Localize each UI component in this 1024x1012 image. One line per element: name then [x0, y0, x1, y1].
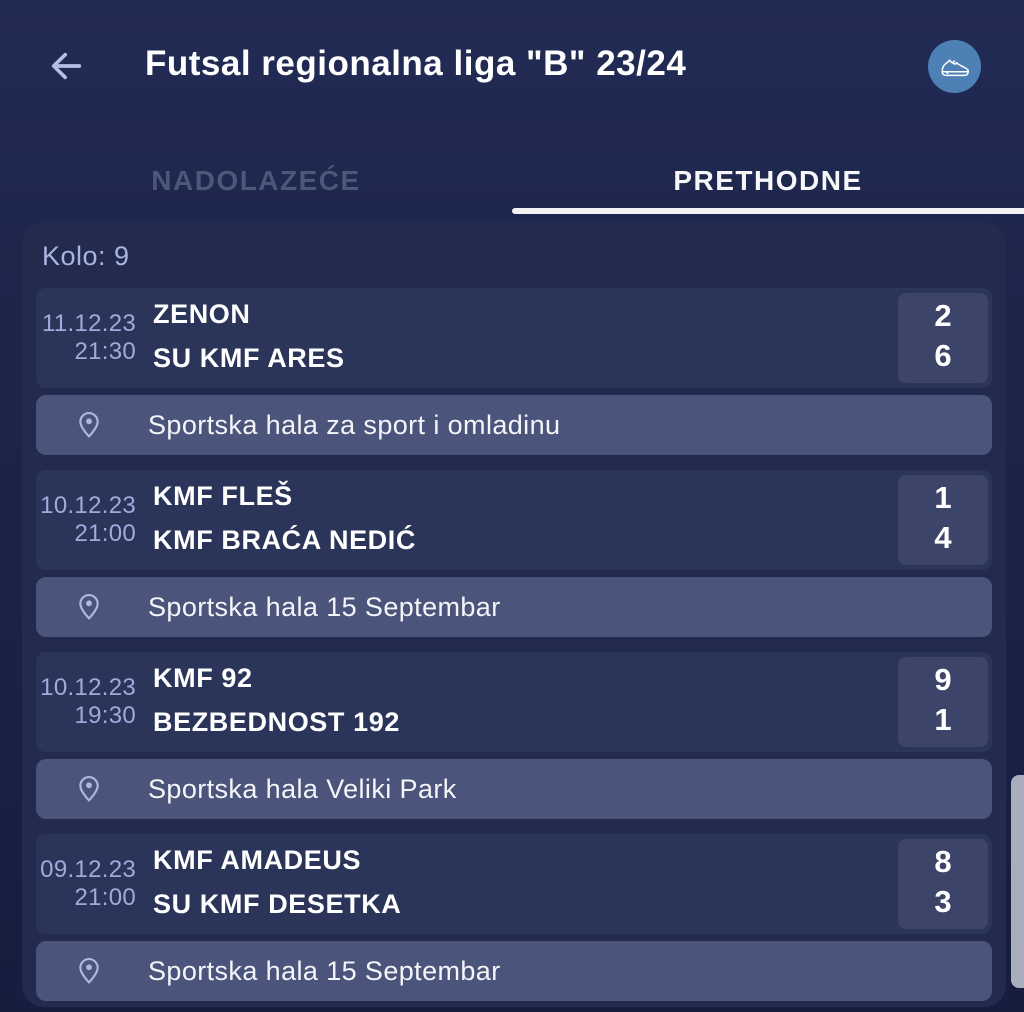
match-teams: ZENON SU KMF ARES [153, 288, 898, 388]
venue-row[interactable]: Sportska hala 15 Septembar [36, 941, 992, 1001]
sneaker-icon [939, 54, 971, 80]
location-pin-icon [76, 409, 102, 441]
home-team-name: KMF FLEŠ [153, 481, 293, 511]
match-time: 21:00 [74, 520, 136, 547]
tab-label: PRETHODNE [673, 165, 863, 196]
score-box: 9 1 [898, 657, 988, 747]
home-team-name: KMF 92 [153, 663, 253, 693]
venue-row[interactable]: Sportska hala 15 Septembar [36, 577, 992, 637]
score-box: 1 4 [898, 475, 988, 565]
location-pin-icon [76, 773, 102, 805]
match-group: 09.12.23 21:00 KMF AMADEUS SU KMF DESETK… [36, 834, 992, 1001]
match-time: 21:00 [74, 884, 136, 911]
home-score: 2 [934, 298, 952, 333]
arrow-left-icon [43, 46, 89, 86]
scrollbar-thumb[interactable] [1011, 775, 1024, 988]
match-date: 10.12.23 [40, 492, 136, 519]
active-tab-indicator [512, 208, 1024, 214]
venue-row[interactable]: Sportska hala za sport i omladinu [36, 395, 992, 455]
tab-label: NADOLAZEĆE [151, 165, 361, 196]
location-pin-icon [76, 955, 102, 987]
score-box: 8 3 [898, 839, 988, 929]
league-shoe-button[interactable] [928, 40, 981, 93]
match-date: 09.12.23 [40, 856, 136, 883]
page-title: Futsal regionalna liga "B" 23/24 [145, 44, 687, 83]
venue-name: Sportska hala Veliki Park [148, 773, 457, 804]
away-score: 6 [934, 338, 952, 373]
match-time: 19:30 [74, 702, 136, 729]
away-score: 3 [934, 884, 952, 919]
match-teams: KMF FLEŠ KMF BRAĆA NEDIĆ [153, 470, 898, 570]
match-datetime: 10.12.23 19:30 [36, 652, 136, 752]
back-button[interactable] [40, 42, 92, 90]
match-card[interactable]: 11.12.23 21:30 ZENON SU KMF ARES 2 6 [36, 288, 992, 388]
home-score: 9 [934, 662, 952, 697]
away-team-name: KMF BRAĆA NEDIĆ [153, 525, 416, 555]
venue-name: Sportska hala za sport i omladinu [148, 409, 561, 440]
match-card[interactable]: 10.12.23 19:30 KMF 92 BEZBEDNOST 192 9 1 [36, 652, 992, 752]
match-datetime: 11.12.23 21:30 [36, 288, 136, 388]
away-team-name: BEZBEDNOST 192 [153, 707, 400, 737]
match-group: 10.12.23 21:00 KMF FLEŠ KMF BRAĆA NEDIĆ … [36, 470, 992, 637]
away-score: 1 [934, 702, 952, 737]
tab-nadolazece[interactable]: NADOLAZEĆE [0, 148, 512, 214]
venue-name: Sportska hala 15 Septembar [148, 591, 501, 622]
venue-row[interactable]: Sportska hala Veliki Park [36, 759, 992, 819]
match-datetime: 09.12.23 21:00 [36, 834, 136, 934]
match-group: 10.12.23 19:30 KMF 92 BEZBEDNOST 192 9 1… [36, 652, 992, 819]
match-teams: KMF AMADEUS SU KMF DESETKA [153, 834, 898, 934]
match-date: 11.12.23 [41, 310, 136, 337]
round-label: Kolo: 9 [42, 241, 130, 271]
location-pin-icon [76, 591, 102, 623]
match-card[interactable]: 09.12.23 21:00 KMF AMADEUS SU KMF DESETK… [36, 834, 992, 934]
score-box: 2 6 [898, 293, 988, 383]
tab-prethodne[interactable]: PRETHODNE [512, 148, 1024, 214]
venue-name: Sportska hala 15 Septembar [148, 955, 501, 986]
away-team-name: SU KMF DESETKA [153, 889, 402, 919]
round-results-panel: Kolo: 9 11.12.23 21:30 ZENON SU KMF ARES… [22, 222, 1006, 1007]
match-group: 11.12.23 21:30 ZENON SU KMF ARES 2 6 Spo… [36, 288, 992, 455]
away-team-name: SU KMF ARES [153, 343, 345, 373]
match-teams: KMF 92 BEZBEDNOST 192 [153, 652, 898, 752]
match-time: 21:30 [74, 338, 136, 365]
home-score: 8 [934, 844, 952, 879]
home-team-name: KMF AMADEUS [153, 845, 362, 875]
home-team-name: ZENON [153, 299, 251, 329]
app-header: Futsal regionalna liga "B" 23/24 [0, 0, 1024, 132]
away-score: 4 [934, 520, 952, 555]
match-card[interactable]: 10.12.23 21:00 KMF FLEŠ KMF BRAĆA NEDIĆ … [36, 470, 992, 570]
fixtures-tab-bar: NADOLAZEĆE PRETHODNE [0, 148, 1024, 214]
match-datetime: 10.12.23 21:00 [36, 470, 136, 570]
match-date: 10.12.23 [40, 674, 136, 701]
home-score: 1 [934, 480, 952, 515]
